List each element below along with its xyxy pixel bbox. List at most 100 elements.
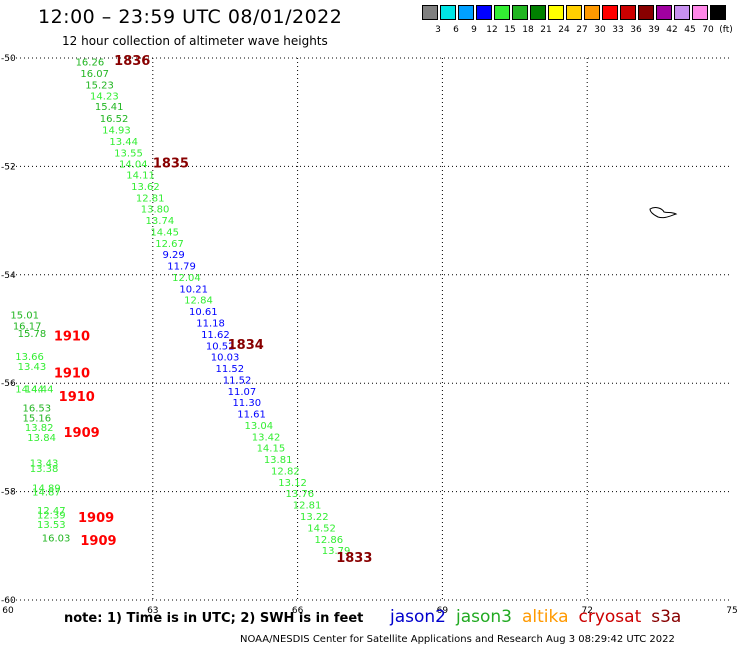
data-point-label: 12.67 <box>155 239 184 250</box>
legend-swatch <box>638 5 654 20</box>
legend-swatch <box>440 5 456 20</box>
data-point-label: 11.18 <box>196 318 225 329</box>
y-tick-label: -60 <box>1 596 16 606</box>
data-point-label: 13.74 <box>146 216 175 227</box>
satellite-legend-item: jason3 <box>456 607 512 627</box>
chart-title: 12:00 – 23:59 UTC 08/01/2022 <box>38 6 343 28</box>
data-point-label: 13.43 <box>18 362 47 373</box>
legend-swatch <box>674 5 690 20</box>
legend-label: (ft) <box>719 25 733 35</box>
y-tick-label: -52 <box>1 162 16 172</box>
data-point-label: 12.04 <box>172 273 201 284</box>
x-tick-label: 66 <box>292 606 304 616</box>
data-point-label: 13.44 <box>109 137 138 148</box>
time-label: 1909 <box>64 426 100 441</box>
chart-subtitle: 12 hour collection of altimeter wave hei… <box>62 34 328 48</box>
data-point-label: 14.45 <box>150 227 179 238</box>
data-point-label: 13.81 <box>264 455 293 466</box>
data-point-label: 13.79 <box>322 546 351 557</box>
data-point-label: 13.76 <box>286 489 315 500</box>
data-point-label: 15.41 <box>95 102 124 113</box>
data-point-label: 9.29 <box>162 250 184 261</box>
legend-swatch <box>422 5 438 20</box>
data-point-label: 13.04 <box>245 421 274 432</box>
legend-label: 42 <box>666 25 678 35</box>
data-point-label: 13.53 <box>37 520 66 531</box>
data-point-label: 12.82 <box>271 466 300 477</box>
y-tick-label: -54 <box>1 271 16 281</box>
legend-swatch <box>512 5 528 20</box>
satellite-legend: jason2 jason3 altika cryosat s3a <box>390 607 691 627</box>
data-point-label: 14.44 <box>25 385 54 396</box>
legend-label: 3 <box>435 25 441 35</box>
data-point-label: 14.15 <box>257 444 286 455</box>
legend-swatch <box>692 5 708 20</box>
x-tick-label: 60 <box>2 606 14 616</box>
time-label: 1836 <box>114 54 150 69</box>
legend-swatch <box>602 5 618 20</box>
data-point-label: 14.87 <box>32 488 61 499</box>
data-point-label: 10.03 <box>211 353 240 364</box>
legend-label: 45 <box>684 25 696 35</box>
data-point-label: 14.52 <box>307 523 336 534</box>
data-point-label: 16.52 <box>100 114 129 125</box>
data-point-label: 12.81 <box>136 193 165 204</box>
island-outline <box>649 207 678 219</box>
y-tick-label: -58 <box>1 488 16 498</box>
data-point-label: 13.84 <box>27 433 56 444</box>
time-label: 1835 <box>153 157 189 172</box>
data-point-label: 14.11 <box>126 171 155 182</box>
x-tick-label: 72 <box>581 606 592 616</box>
legend-label: 30 <box>594 25 606 35</box>
legend-label: 70 <box>702 25 714 35</box>
data-point-label: 12.86 <box>314 535 343 546</box>
data-point-label: 10.52 <box>206 341 235 352</box>
legend-label: 12 <box>486 25 498 35</box>
legend-label: 6 <box>453 25 459 35</box>
time-label: 1910 <box>54 366 90 381</box>
legend-swatch <box>584 5 600 20</box>
data-point-label: 16.03 <box>42 534 71 545</box>
data-point-label: 13.42 <box>252 432 281 443</box>
legend-label: 9 <box>471 25 477 35</box>
x-tick-label: 75 <box>726 606 737 616</box>
satellite-legend-item: cryosat <box>578 607 642 627</box>
legend-label: 24 <box>558 25 570 35</box>
y-tick-label: -56 <box>1 379 16 389</box>
data-point-label: 14.89 <box>32 483 61 494</box>
data-point-label: 11.79 <box>167 262 196 273</box>
data-point-label: 15.01 <box>10 310 39 321</box>
data-point-label: 16.17 <box>13 322 42 333</box>
legend-swatch <box>458 5 474 20</box>
legend-label: 15 <box>504 25 516 35</box>
data-point-label: 15.23 <box>85 81 114 92</box>
legend-swatch <box>548 5 564 20</box>
legend-label: 36 <box>630 25 642 35</box>
data-point-label: 11.52 <box>216 364 245 375</box>
x-tick-label: 63 <box>147 606 158 616</box>
data-point-label: 16.26 <box>76 57 105 68</box>
legend-label: 39 <box>648 25 660 35</box>
legend-swatch <box>494 5 510 20</box>
data-point-label: 13.12 <box>278 478 307 489</box>
data-point-label: 12.81 <box>293 501 322 512</box>
data-point-label: 13.80 <box>141 205 170 216</box>
data-point-label: 14.44 <box>15 385 44 396</box>
legend-label: 33 <box>612 25 624 35</box>
data-point-label: 12.84 <box>184 296 213 307</box>
time-label: 1909 <box>78 511 114 526</box>
legend-swatch <box>710 5 726 20</box>
data-point-label: 10.21 <box>179 284 208 295</box>
data-point-label: 13.38 <box>30 464 59 475</box>
data-point-label: 11.52 <box>223 375 252 386</box>
data-point-label: 13.55 <box>114 148 143 159</box>
legend-label: 27 <box>576 25 588 35</box>
time-label: 1833 <box>336 551 372 566</box>
legend-swatch <box>476 5 492 20</box>
legend-swatch <box>620 5 636 20</box>
data-point-label: 14.04 <box>119 160 148 171</box>
legend-label: 18 <box>522 25 534 35</box>
time-label: 1909 <box>80 534 116 549</box>
data-point-label: 15.78 <box>18 329 47 340</box>
